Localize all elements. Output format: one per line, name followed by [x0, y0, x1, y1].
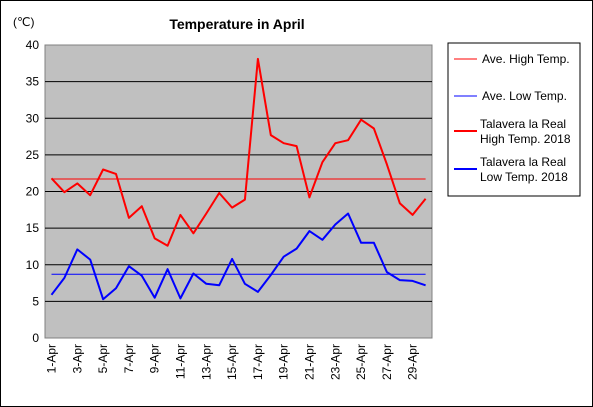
x-tick-label: 29-Apr: [406, 344, 420, 380]
y-tick-label: 40: [26, 38, 40, 52]
chart-title: Temperature in April: [169, 16, 304, 32]
legend-label: Talavera la Real: [480, 117, 566, 131]
x-axis-ticks: 1-Apr 3-Apr 5-Apr 7-Apr 9-Apr 11-Apr 13-Apr 15-…: [44, 344, 419, 380]
x-tick-label: 19-Apr: [277, 344, 291, 380]
y-unit-label: (℃): [13, 15, 34, 29]
y-tick-label: 0: [32, 331, 39, 345]
x-tick-label: 15-Apr: [225, 344, 239, 380]
gridlines: [45, 81, 432, 302]
legend-label: Low Temp. 2018: [480, 170, 568, 184]
y-tick-label: 35: [26, 75, 40, 89]
x-tick-label: 25-Apr: [354, 344, 368, 380]
x-tick-label: 9-Apr: [148, 344, 162, 373]
x-tick-label: 21-Apr: [302, 344, 316, 380]
y-tick-label: 15: [26, 221, 40, 235]
legend-label: Ave. Low Temp.: [482, 89, 567, 103]
x-tick-label: 1-Apr: [44, 344, 58, 373]
series-line-3: [50, 212, 426, 301]
y-axis-ticks: 0 5 10 15 20 25 30 35 40: [26, 38, 40, 345]
x-tick-label: 13-Apr: [199, 344, 213, 380]
legend-box: [447, 42, 581, 197]
y-tick-label: 5: [32, 294, 39, 308]
x-tick-label: 7-Apr: [122, 344, 136, 373]
legend-label: Ave. High Temp.: [482, 52, 570, 66]
x-tick-label: 3-Apr: [70, 344, 84, 373]
x-tick-label: 5-Apr: [96, 344, 110, 373]
legend-label: High Temp. 2018: [480, 132, 571, 146]
y-tick-label: 10: [26, 258, 40, 272]
legend: Ave. High Temp. Ave. Low Temp. Talavera la…: [447, 42, 581, 197]
y-tick-label: 20: [26, 185, 40, 199]
y-tick-label: 25: [26, 148, 40, 162]
y-tick-label: 30: [26, 111, 40, 125]
x-tick-label: 17-Apr: [251, 344, 265, 380]
series-lines: [50, 57, 427, 301]
legend-label: Talavera la Real: [480, 155, 566, 169]
x-tick-label: 23-Apr: [328, 344, 342, 380]
series-line-2: [50, 57, 427, 247]
x-tick-label: 27-Apr: [380, 344, 394, 380]
x-tick-label: 11-Apr: [173, 344, 187, 379]
